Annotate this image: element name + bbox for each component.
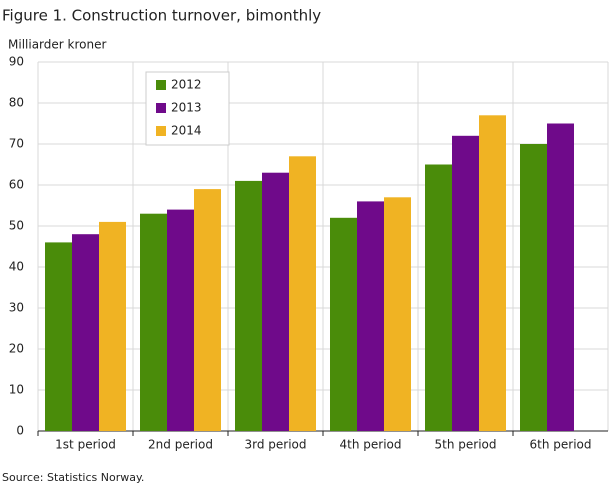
x-tick-label: 6th period — [530, 438, 592, 452]
bar — [99, 221, 126, 431]
bar — [330, 217, 357, 431]
bar — [357, 201, 384, 431]
y-tick-label: 60 — [9, 178, 24, 192]
legend-label: 2013 — [171, 101, 202, 115]
x-tick-label: 2nd period — [148, 438, 213, 452]
bar — [194, 189, 221, 431]
y-tick-label: 90 — [9, 55, 24, 69]
bar — [520, 144, 547, 431]
bar — [384, 197, 411, 431]
x-tick-label: 3rd period — [244, 438, 306, 452]
y-tick-label: 10 — [9, 383, 24, 397]
x-tick-label: 4th period — [340, 438, 402, 452]
legend-swatch — [156, 80, 166, 90]
bar — [289, 156, 316, 432]
y-tick-label: 50 — [9, 219, 24, 233]
bar — [45, 242, 72, 431]
bar — [235, 180, 262, 431]
y-tick-label: 70 — [9, 137, 24, 151]
bar — [547, 123, 574, 431]
source: Source: Statistics Norway. — [2, 471, 144, 484]
y-tick-label: 0 — [16, 424, 24, 438]
bar — [167, 209, 194, 431]
y-axis-label: Milliarder kroner — [8, 38, 106, 52]
x-tick-label: 1st period — [55, 438, 116, 452]
x-tick-label: 5th period — [435, 438, 497, 452]
chart-title: Figure 1. Construction turnover, bimonth… — [2, 7, 321, 25]
bar — [262, 172, 289, 431]
legend-label: 2014 — [171, 124, 202, 138]
y-tick-label: 30 — [9, 301, 24, 315]
bar — [452, 135, 479, 432]
legend-label: 2012 — [171, 78, 202, 92]
legend-swatch — [156, 126, 166, 136]
bar — [72, 234, 99, 431]
y-tick-label: 80 — [9, 96, 24, 110]
bar — [140, 213, 167, 431]
bar — [425, 164, 452, 431]
bar — [479, 115, 506, 432]
legend-swatch — [156, 103, 166, 113]
y-tick-label: 20 — [9, 342, 24, 356]
y-tick-label: 40 — [9, 260, 24, 274]
